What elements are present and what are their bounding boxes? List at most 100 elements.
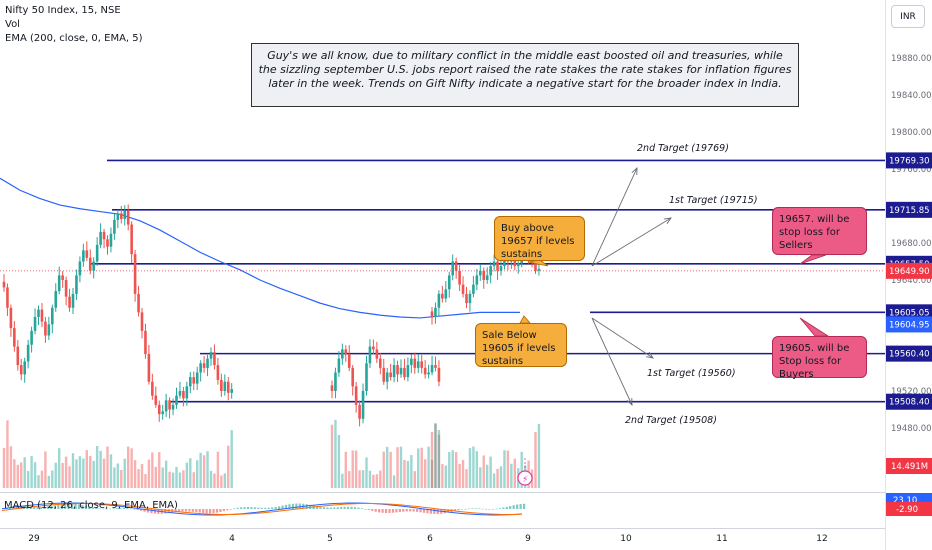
macd-signal-line: [1, 503, 523, 515]
volume-bar: [354, 450, 358, 488]
candle-body: [403, 367, 406, 378]
candle-body: [399, 367, 403, 375]
macd-histogram-bar: [36, 506, 39, 509]
volume-bar: [451, 450, 454, 488]
volume-bar: [123, 458, 126, 488]
macd-histogram-bar: [39, 506, 43, 509]
candle-body: [365, 363, 368, 391]
volume-bar: [64, 456, 68, 488]
volume-bar: [6, 420, 9, 488]
macd-histogram-bar: [15, 505, 18, 509]
candle-body: [92, 261, 95, 271]
volume-bar: [196, 460, 199, 488]
candle-body: [195, 372, 199, 384]
macd-histogram-bar: [198, 509, 201, 513]
x-tick-label: 29: [28, 534, 40, 544]
volume-bar: [199, 452, 202, 488]
candle-body: [406, 365, 410, 378]
projection-arrow: [591, 167, 638, 267]
signal-value-label: -2.90: [896, 505, 918, 515]
candle-body: [489, 266, 492, 276]
candle-body: [157, 404, 161, 415]
sale-callout: Sale Below 19605 if levels sustains: [475, 323, 567, 367]
macd-histogram-bar: [374, 509, 377, 512]
volume-bar: [13, 459, 16, 488]
candle-body: [392, 365, 396, 378]
macd-histogram-bar: [388, 509, 391, 513]
volume-bar: [95, 446, 99, 488]
volume-bar: [33, 462, 37, 488]
stop-loss-buyers-callout: 19605. will be Stop loss for Buyers: [772, 336, 867, 380]
volume-bar: [434, 423, 437, 488]
candle-body: [82, 250, 85, 262]
macd-histogram-bar: [512, 505, 515, 509]
level-price-tag: [886, 152, 932, 169]
volume-bar: [9, 446, 13, 488]
candle-body: [154, 395, 158, 405]
volume-bar: [178, 472, 182, 488]
symbol-label[interactable]: Nifty 50 Index, 15, NSE: [5, 5, 121, 16]
volume-bar: [417, 448, 420, 488]
candle-body: [389, 372, 392, 378]
candle-body: [358, 404, 361, 419]
stop-sellers-callout-tail: [799, 254, 827, 265]
macd-histogram-bar: [46, 506, 50, 509]
macd-histogram-bar: [77, 504, 81, 509]
candle-body: [437, 293, 441, 308]
candle-body: [499, 266, 503, 271]
candle-body: [33, 317, 37, 331]
volume-bar: [116, 463, 120, 488]
volume-bar: [40, 470, 44, 488]
macd-histogram-bar: [360, 508, 363, 509]
macd-histogram-bar: [153, 509, 156, 514]
macd-histogram-bar: [398, 509, 401, 513]
volume-bar: [182, 470, 185, 488]
candle-body: [144, 330, 147, 354]
macd-histogram-bar: [264, 507, 267, 509]
macd-histogram-bar: [177, 509, 181, 512]
macd-histogram-bar: [233, 508, 236, 510]
volume-bar: [392, 475, 396, 488]
ema-indicator-label[interactable]: EMA (200, close, 0, EMA, 5): [5, 33, 143, 44]
volume-label: 14.491M: [891, 462, 928, 472]
candle-body: [354, 386, 358, 405]
volume-bar: [537, 423, 541, 488]
macd-histogram-bar: [64, 503, 67, 509]
candle-body: [51, 307, 54, 325]
candle-body: [85, 250, 89, 258]
volume-bar: [534, 431, 537, 488]
macd-histogram-bar: [491, 508, 495, 510]
volume-bar: [154, 466, 157, 488]
macd-histogram-bar: [347, 506, 350, 509]
volume-bar: [496, 468, 499, 488]
macd-histogram-bar: [143, 509, 146, 512]
volume-bar: [61, 462, 64, 488]
macd-histogram-bar: [416, 509, 419, 512]
volume-bar: [223, 473, 226, 488]
level-price-label: 19605.05: [889, 308, 930, 318]
volume-bar: [206, 451, 209, 488]
level-price-tag: [886, 304, 932, 321]
candle-body: [9, 307, 13, 329]
macd-histogram-bar: [447, 509, 450, 513]
projection-arrow: [591, 217, 672, 267]
macd-histogram-bar: [426, 509, 429, 514]
candle-body: [102, 231, 106, 240]
candle-body: [64, 280, 68, 297]
candle-body: [385, 372, 389, 382]
macd-histogram-bar: [412, 509, 415, 512]
macd-indicator-label[interactable]: MACD (12, 26, close, 9, EMA, EMA): [4, 500, 178, 511]
currency-selector[interactable]: INR: [891, 5, 925, 28]
volume-bar: [399, 446, 403, 488]
candle-body: [223, 381, 227, 391]
macd-histogram-bar: [305, 504, 308, 509]
volume-indicator-label[interactable]: Vol: [5, 19, 20, 30]
volume-bar: [441, 464, 444, 488]
candle-body: [496, 261, 499, 271]
macd-histogram-bar: [343, 506, 346, 509]
volume-bar: [151, 452, 154, 488]
volume-bar: [58, 448, 61, 488]
macd-histogram-bar: [84, 505, 87, 509]
projection-arrow: [591, 317, 654, 359]
candle-body: [120, 213, 123, 219]
